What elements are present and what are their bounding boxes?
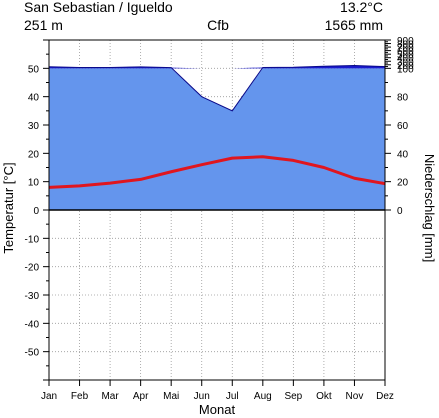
annual-precipitation: 1565 mm: [325, 17, 383, 33]
x-tick-label: Okt: [316, 391, 332, 402]
left-tick-label: -40: [25, 319, 40, 330]
x-tick-label: Mar: [101, 391, 119, 402]
temperature-line: [48, 155, 386, 189]
right-tick-label: 60: [397, 121, 409, 132]
ticks: -50-40-30-20-100102030405002040608010020…: [25, 36, 415, 402]
x-tick-label: Jan: [41, 391, 57, 402]
left-tick-label: 40: [28, 93, 40, 104]
right-tick-label: 400: [397, 54, 414, 65]
right-tick-label: 600: [397, 47, 414, 58]
right-tick-label: 0: [397, 206, 403, 217]
left-tick-label: -10: [25, 234, 40, 245]
right-tick-label: 300: [397, 57, 414, 68]
x-tick-label: Jul: [226, 391, 239, 402]
y-axis-label-right: Niederschlag [mm]: [422, 154, 437, 262]
left-tick-label: 50: [28, 64, 40, 75]
right-tick-label: 80: [397, 93, 409, 104]
y-axis-label-left: Temperatur [°C]: [1, 162, 16, 253]
x-tick-label: Nov: [346, 391, 364, 402]
x-tick-label: Mai: [163, 391, 179, 402]
left-tick-label: 10: [28, 178, 40, 189]
precipitation-line: [48, 64, 386, 112]
x-axis-label: Monat: [199, 402, 236, 417]
right-tick-label: 500: [397, 50, 414, 61]
left-tick-label: 20: [28, 149, 40, 160]
right-tick-label: 800: [397, 40, 414, 51]
precipitation-excess-area: [49, 65, 385, 69]
left-tick-label: 30: [28, 121, 40, 132]
right-tick-label: 900: [397, 36, 414, 47]
koeppen-class: Cfb: [207, 17, 229, 33]
x-tick-label: Jun: [194, 391, 210, 402]
right-tick-label: 200: [397, 61, 414, 72]
left-tick-label: 0: [33, 206, 39, 217]
station-name: San Sebastian / Igueldo: [24, 0, 173, 15]
x-tick-label: Dez: [376, 391, 394, 402]
plot-areas: [48, 64, 386, 211]
x-tick-label: Aug: [254, 391, 272, 402]
station-altitude: 251 m: [24, 17, 63, 33]
right-tick-label: 40: [397, 149, 409, 160]
x-tick-label: Apr: [133, 391, 149, 402]
right-tick-label: 20: [397, 178, 409, 189]
left-tick-label: -30: [25, 291, 40, 302]
left-tick-label: -50: [25, 348, 40, 359]
left-tick-label: -20: [25, 263, 40, 274]
precipitation-area: [49, 68, 385, 210]
right-tick-label: 700: [397, 43, 414, 54]
annual-mean-temperature: 13.2°C: [340, 0, 383, 15]
right-tick-label: 100: [397, 64, 414, 75]
x-tick-label: Feb: [71, 391, 89, 402]
x-tick-label: Sep: [284, 391, 302, 402]
